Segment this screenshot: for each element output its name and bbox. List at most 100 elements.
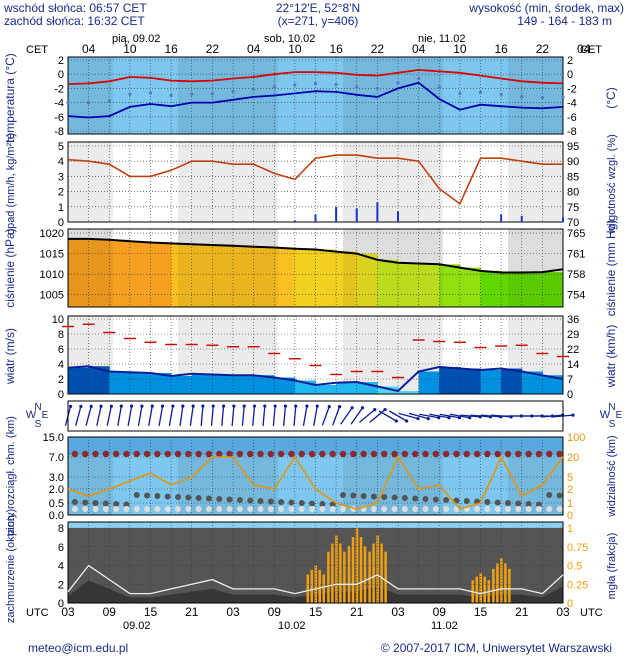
precip-ytick: 4: [58, 156, 64, 168]
precip-bar: [293, 220, 296, 222]
wind-arrow-head: [447, 416, 451, 420]
low-cloud-dot: [381, 494, 388, 500]
cloud-layer-dot: [494, 450, 501, 458]
low-cloud-dot: [463, 498, 470, 504]
temperature-band-dot: [169, 93, 173, 98]
surface-dot: [309, 506, 316, 512]
temperature-band-dot: [107, 99, 111, 103]
wind-ytick: 2: [58, 374, 64, 386]
compass-s-right: S: [609, 419, 616, 430]
surface-dot: [144, 506, 151, 512]
precip-ytick: 5: [58, 141, 64, 153]
fog-bar: [327, 551, 330, 603]
wind-ytick: 0: [58, 389, 64, 401]
pressure-fill: [459, 267, 481, 307]
low-cloud-dot: [484, 499, 491, 505]
bottom-day-2: 10.02: [278, 620, 306, 632]
fog-bar: [363, 546, 367, 603]
low-cloud-dot: [226, 496, 233, 503]
visibility-ytick-right: 100: [567, 432, 585, 444]
temperature-ytick-right: -6: [567, 112, 577, 124]
wind-arrow: [418, 413, 439, 419]
wind-arrow-head: [89, 404, 93, 408]
wind-arrow: [321, 406, 330, 426]
wind-arrow-head: [130, 404, 134, 408]
humidity-line: [67, 154, 563, 206]
fog-bar: [504, 563, 507, 603]
cloud-ytick: 6: [58, 542, 64, 554]
temperature-band-dot: [66, 100, 70, 104]
pressure-fill: [315, 249, 337, 307]
wind-arrow: [117, 406, 122, 426]
fog-bar: [339, 543, 342, 603]
wind-arrow: [449, 413, 470, 419]
bottom-hour-label: 21: [515, 605, 529, 619]
pressure-fill: [501, 272, 523, 307]
visibility-frame: [67, 436, 564, 516]
wind-arrow-head: [571, 413, 575, 417]
top-day-3: nie, 11.02: [418, 33, 466, 45]
low-cloud-dot: [154, 493, 161, 499]
wind-arrow-head: [327, 405, 331, 409]
precip-bar: [500, 214, 503, 222]
wind-fill: [274, 377, 296, 394]
bottom-hour-label: 21: [350, 605, 364, 619]
wind-arrow-head: [232, 404, 236, 408]
visibility-ytick: 7.0: [49, 452, 64, 464]
wind-fill: [253, 375, 275, 394]
wind-fill: [315, 385, 337, 394]
cloud-layer-dot: [298, 450, 305, 458]
precip-bar: [397, 211, 399, 222]
low-cloud-dot: [350, 492, 357, 499]
fog-bar: [500, 558, 503, 603]
precip-ytick: 1: [58, 202, 64, 214]
pressure-ytick: 1020: [40, 228, 64, 240]
wind-fill: [542, 375, 564, 394]
precip-ytick: 0: [58, 217, 64, 229]
fog-bar: [318, 570, 321, 603]
cloud-ytick: 2: [58, 579, 64, 591]
pressure-fill: [480, 270, 502, 307]
temperature-band-dot: [417, 76, 421, 81]
cloud-layer-dot: [81, 450, 89, 458]
wind-ytick: 10: [52, 314, 64, 326]
visibility-ytick-right: 20: [567, 452, 579, 464]
temperature-band-dot: [293, 83, 297, 87]
wind-fill: [212, 374, 234, 394]
cloud-layer-dot: [195, 450, 202, 458]
precip-bar: [562, 217, 564, 222]
wind-arrow: [313, 406, 318, 426]
surface-dot: [278, 506, 285, 512]
low-cloud-dot: [556, 492, 563, 499]
cloud-layer-dot: [339, 450, 347, 458]
cloud-layer-dot: [370, 450, 378, 458]
low-cloud-dot: [309, 500, 316, 507]
surface-dot: [154, 506, 161, 512]
wind-arrow-head: [405, 419, 409, 423]
surface-dot: [195, 506, 202, 512]
wind-fill: [150, 373, 172, 394]
fog-bar: [376, 535, 379, 603]
wind-arrow-head: [457, 416, 462, 420]
humidity-ytick: 95: [567, 141, 579, 153]
cloud-layer-dot: [453, 450, 460, 458]
bottom-day-3: 11.02: [431, 620, 458, 632]
wind-fill: [501, 368, 523, 394]
wind-arrow-head: [252, 404, 257, 408]
wind-arrow: [398, 412, 419, 420]
wind-fill: [88, 366, 110, 394]
low-cloud-dot: [82, 499, 89, 506]
compass-e-left: E: [42, 410, 49, 421]
wind-arrow-head: [150, 404, 154, 408]
pressure-fill: [191, 244, 213, 307]
wind-arrow: [439, 413, 460, 419]
wind-arrow-head: [360, 406, 365, 410]
top-hour-label: 10: [123, 42, 137, 56]
temperature-band-dot: [148, 91, 153, 95]
cloud-layer-dot: [350, 450, 357, 458]
low-cloud-dot: [535, 501, 542, 508]
pressure-line: [68, 237, 564, 274]
low-cloud-dot: [401, 495, 408, 501]
pressure-fill: [336, 251, 358, 307]
